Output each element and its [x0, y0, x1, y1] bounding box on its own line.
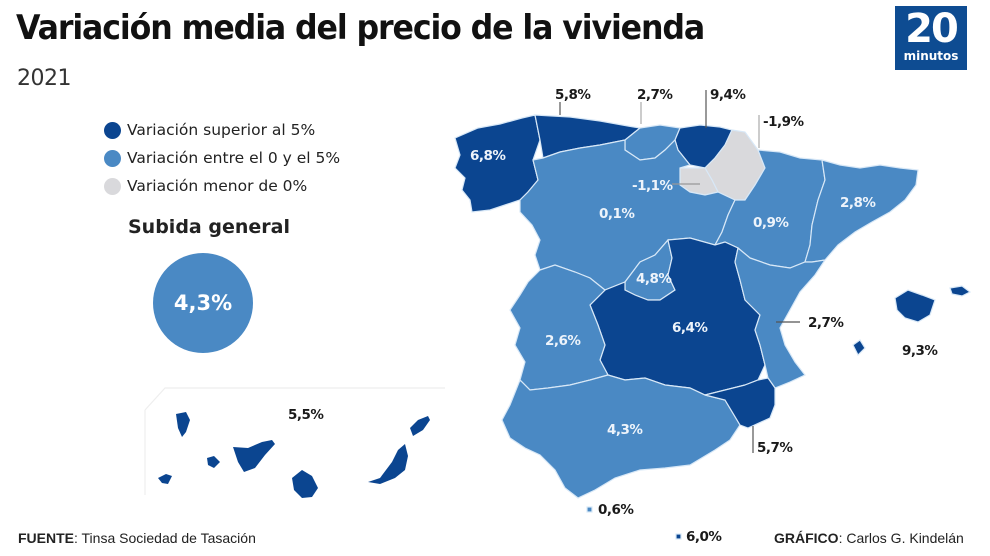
source-credit: FUENTE: Tinsa Sociedad de Tasación — [18, 530, 256, 546]
island-la-gomera — [207, 456, 220, 468]
logo-word: minutos — [903, 49, 959, 63]
label-aragon: 0,9% — [753, 215, 789, 231]
region-canarias[interactable] — [158, 412, 430, 498]
summary-title: Subida general — [128, 216, 290, 238]
label-valencia: 2,7% — [808, 315, 844, 331]
label-navarra: -1,9% — [763, 114, 805, 130]
legend-label: Variación entre el 0 y el 5% — [127, 149, 341, 167]
island-fuerteventura — [368, 444, 408, 484]
legend-swatch-low — [104, 177, 121, 195]
legend-label: Variación menor de 0% — [127, 177, 308, 195]
label-la-rioja: -1,1% — [632, 178, 674, 194]
region-extremadura[interactable] — [509, 264, 609, 391]
island-gran-canaria — [292, 470, 318, 498]
legend-label: Variación superior al 5% — [127, 121, 316, 139]
leader-lines — [559, 90, 800, 453]
label-ceuta: 0,6% — [598, 502, 634, 518]
island-el-hierro — [158, 474, 172, 484]
label-cantabria: 2,7% — [637, 87, 673, 103]
page-title: Variación media del precio de la viviend… — [16, 8, 705, 48]
region-andalucia[interactable] — [501, 374, 741, 499]
legend-swatch-high — [104, 121, 121, 139]
year-subtitle: 2021 — [17, 66, 72, 91]
label-asturias: 5,8% — [555, 87, 591, 103]
legend-item-mid: Variación entre el 0 y el 5% — [104, 144, 340, 172]
label-melilla: 6,0% — [686, 529, 722, 545]
label-castilla-la-mancha: 6,4% — [672, 320, 708, 336]
source-label: FUENTE — [18, 530, 74, 546]
label-canarias: 5,5% — [288, 407, 324, 423]
region-cataluna[interactable] — [804, 159, 919, 263]
label-madrid: 4,8% — [636, 271, 672, 287]
island-tenerife — [233, 440, 275, 472]
summary-circle: 4,3% — [153, 253, 253, 353]
legend-item-low: Variación menor de 0% — [104, 172, 340, 200]
region-baleares-menorca[interactable] — [949, 285, 972, 297]
graphic-credit: GRÁFICO: Carlos G. Kindelán — [774, 530, 964, 546]
canarias-inset-frame — [144, 387, 445, 495]
region-murcia[interactable] — [704, 377, 776, 429]
legend: Variación superior al 5% Variación entre… — [104, 116, 340, 200]
region-melilla[interactable] — [675, 533, 682, 540]
label-andalucia: 4,3% — [607, 422, 643, 438]
label-murcia: 5,7% — [757, 440, 793, 456]
island-lanzarote — [410, 416, 430, 436]
island-la-palma — [176, 412, 190, 437]
logo-number: 20 — [905, 6, 959, 52]
legend-swatch-mid — [104, 149, 121, 167]
label-extremadura: 2,6% — [545, 333, 581, 349]
label-baleares: 9,3% — [902, 343, 938, 359]
region-ceuta[interactable] — [586, 506, 593, 513]
credit-text: : Carlos G. Kindelán — [838, 530, 964, 546]
label-castilla-y-leon: 0,1% — [599, 206, 635, 222]
legend-item-high: Variación superior al 5% — [104, 116, 340, 144]
label-galicia: 6,8% — [470, 148, 506, 164]
credit-label: GRÁFICO — [774, 530, 839, 546]
region-comunidad-valenciana[interactable] — [734, 246, 827, 389]
region-baleares-mallorca[interactable] — [894, 289, 936, 323]
source-text: : Tinsa Sociedad de Tasación — [74, 530, 256, 546]
label-pais-vasco: 9,4% — [710, 87, 746, 103]
region-baleares-ibiza[interactable] — [852, 339, 866, 357]
label-cataluna: 2,8% — [840, 195, 876, 211]
brand-logo: 20 minutos — [895, 6, 967, 70]
